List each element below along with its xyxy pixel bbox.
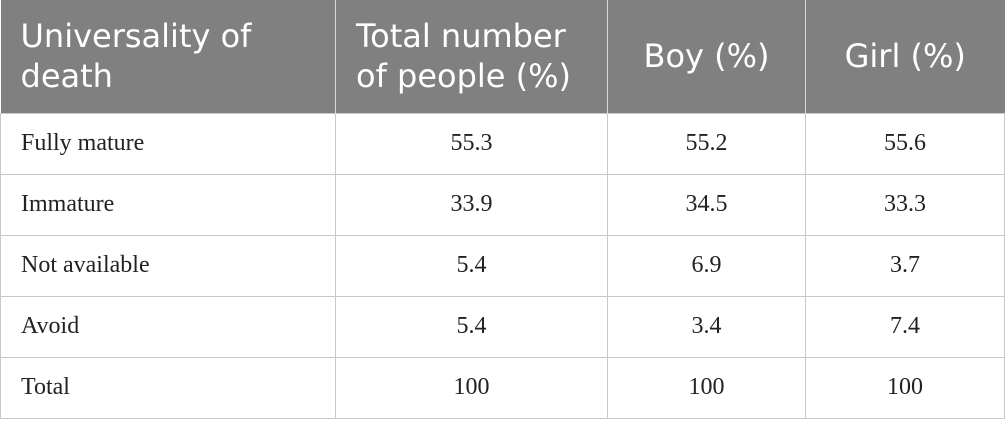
cell-value: 100 [607, 356, 806, 419]
table-row: Total 100 100 100 [0, 356, 1005, 419]
row-label: Total [0, 356, 336, 419]
cell-value: 100 [805, 356, 1005, 419]
table-row: Fully mature 55.3 55.2 55.6 [0, 112, 1005, 175]
row-label: Not available [0, 234, 336, 297]
header-cell: Girl (%) [805, 0, 1005, 113]
header-cell: Universality of death [0, 0, 336, 113]
cell-value: 34.5 [607, 173, 806, 236]
header-text: Universality of death [20, 17, 252, 96]
header-text: Boy (%) [643, 37, 770, 76]
header-text: Total number of people (%) [356, 17, 572, 96]
table-body: Fully mature 55.3 55.2 55.6 Immature 33.9 34.5… [0, 112, 1005, 419]
cell-value: 33.9 [335, 173, 608, 236]
cell-value: 55.3 [335, 112, 608, 175]
cell-value: 6.9 [607, 234, 806, 297]
table-row: Immature 33.9 34.5 33.3 [0, 173, 1005, 236]
cell-value: 55.6 [805, 112, 1005, 175]
cell-value: 3.7 [805, 234, 1005, 297]
cell-value: 55.2 [607, 112, 806, 175]
table-row: Not available 5.4 6.9 3.7 [0, 234, 1005, 297]
header-cell: Total number of people (%) [335, 0, 608, 113]
data-table: Universality of death Total number of peo… [0, 0, 1005, 419]
cell-value: 5.4 [335, 295, 608, 358]
cell-value: 3.4 [607, 295, 806, 358]
cell-value: 33.3 [805, 173, 1005, 236]
row-label: Immature [0, 173, 336, 236]
table-row: Avoid 5.4 3.4 7.4 [0, 295, 1005, 358]
cell-value: 100 [335, 356, 608, 419]
row-label: Fully mature [0, 112, 336, 175]
header-cell: Boy (%) [607, 0, 806, 113]
header-row: Universality of death Total number of peo… [0, 0, 1005, 113]
row-label: Avoid [0, 295, 336, 358]
cell-value: 5.4 [335, 234, 608, 297]
cell-value: 7.4 [805, 295, 1005, 358]
header-text: Girl (%) [844, 37, 966, 76]
